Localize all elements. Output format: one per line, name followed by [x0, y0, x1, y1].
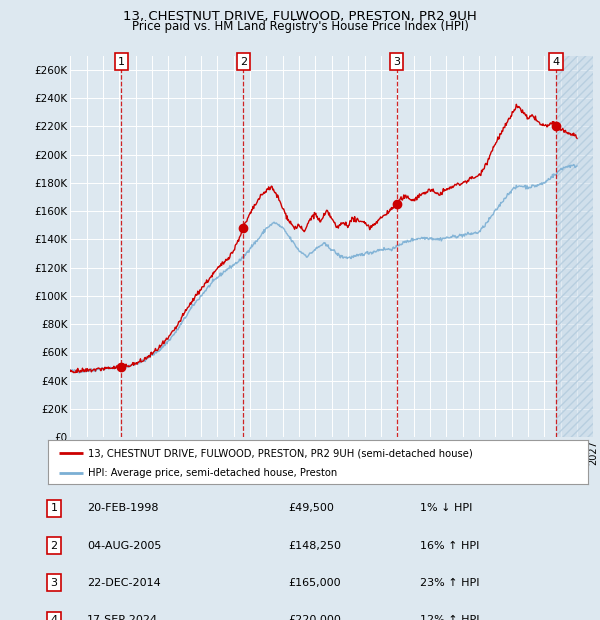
Text: £148,250: £148,250	[288, 541, 341, 551]
Text: 3: 3	[394, 56, 400, 66]
Text: 1% ↓ HPI: 1% ↓ HPI	[420, 503, 472, 513]
Text: 1: 1	[50, 503, 58, 513]
Text: 13, CHESTNUT DRIVE, FULWOOD, PRESTON, PR2 9UH (semi-detached house): 13, CHESTNUT DRIVE, FULWOOD, PRESTON, PR…	[89, 448, 473, 458]
Text: 13, CHESTNUT DRIVE, FULWOOD, PRESTON, PR2 9UH: 13, CHESTNUT DRIVE, FULWOOD, PRESTON, PR…	[123, 10, 477, 23]
Text: 2: 2	[240, 56, 247, 66]
Text: £165,000: £165,000	[288, 578, 341, 588]
Text: 16% ↑ HPI: 16% ↑ HPI	[420, 541, 479, 551]
Text: HPI: Average price, semi-detached house, Preston: HPI: Average price, semi-detached house,…	[89, 467, 338, 478]
Text: £220,000: £220,000	[288, 615, 341, 620]
Bar	[556, 56, 593, 437]
Text: 17-SEP-2024: 17-SEP-2024	[87, 615, 158, 620]
Text: 4: 4	[50, 615, 58, 620]
Text: 4: 4	[553, 56, 560, 66]
Text: 23% ↑ HPI: 23% ↑ HPI	[420, 578, 479, 588]
Text: 12% ↑ HPI: 12% ↑ HPI	[420, 615, 479, 620]
Text: Price paid vs. HM Land Registry's House Price Index (HPI): Price paid vs. HM Land Registry's House …	[131, 20, 469, 33]
Bar	[556, 56, 593, 437]
Text: 22-DEC-2014: 22-DEC-2014	[87, 578, 161, 588]
Text: 20-FEB-1998: 20-FEB-1998	[87, 503, 158, 513]
Text: 3: 3	[50, 578, 58, 588]
Text: £49,500: £49,500	[288, 503, 334, 513]
Text: 04-AUG-2005: 04-AUG-2005	[87, 541, 161, 551]
Text: 1: 1	[118, 56, 125, 66]
Text: 2: 2	[50, 541, 58, 551]
